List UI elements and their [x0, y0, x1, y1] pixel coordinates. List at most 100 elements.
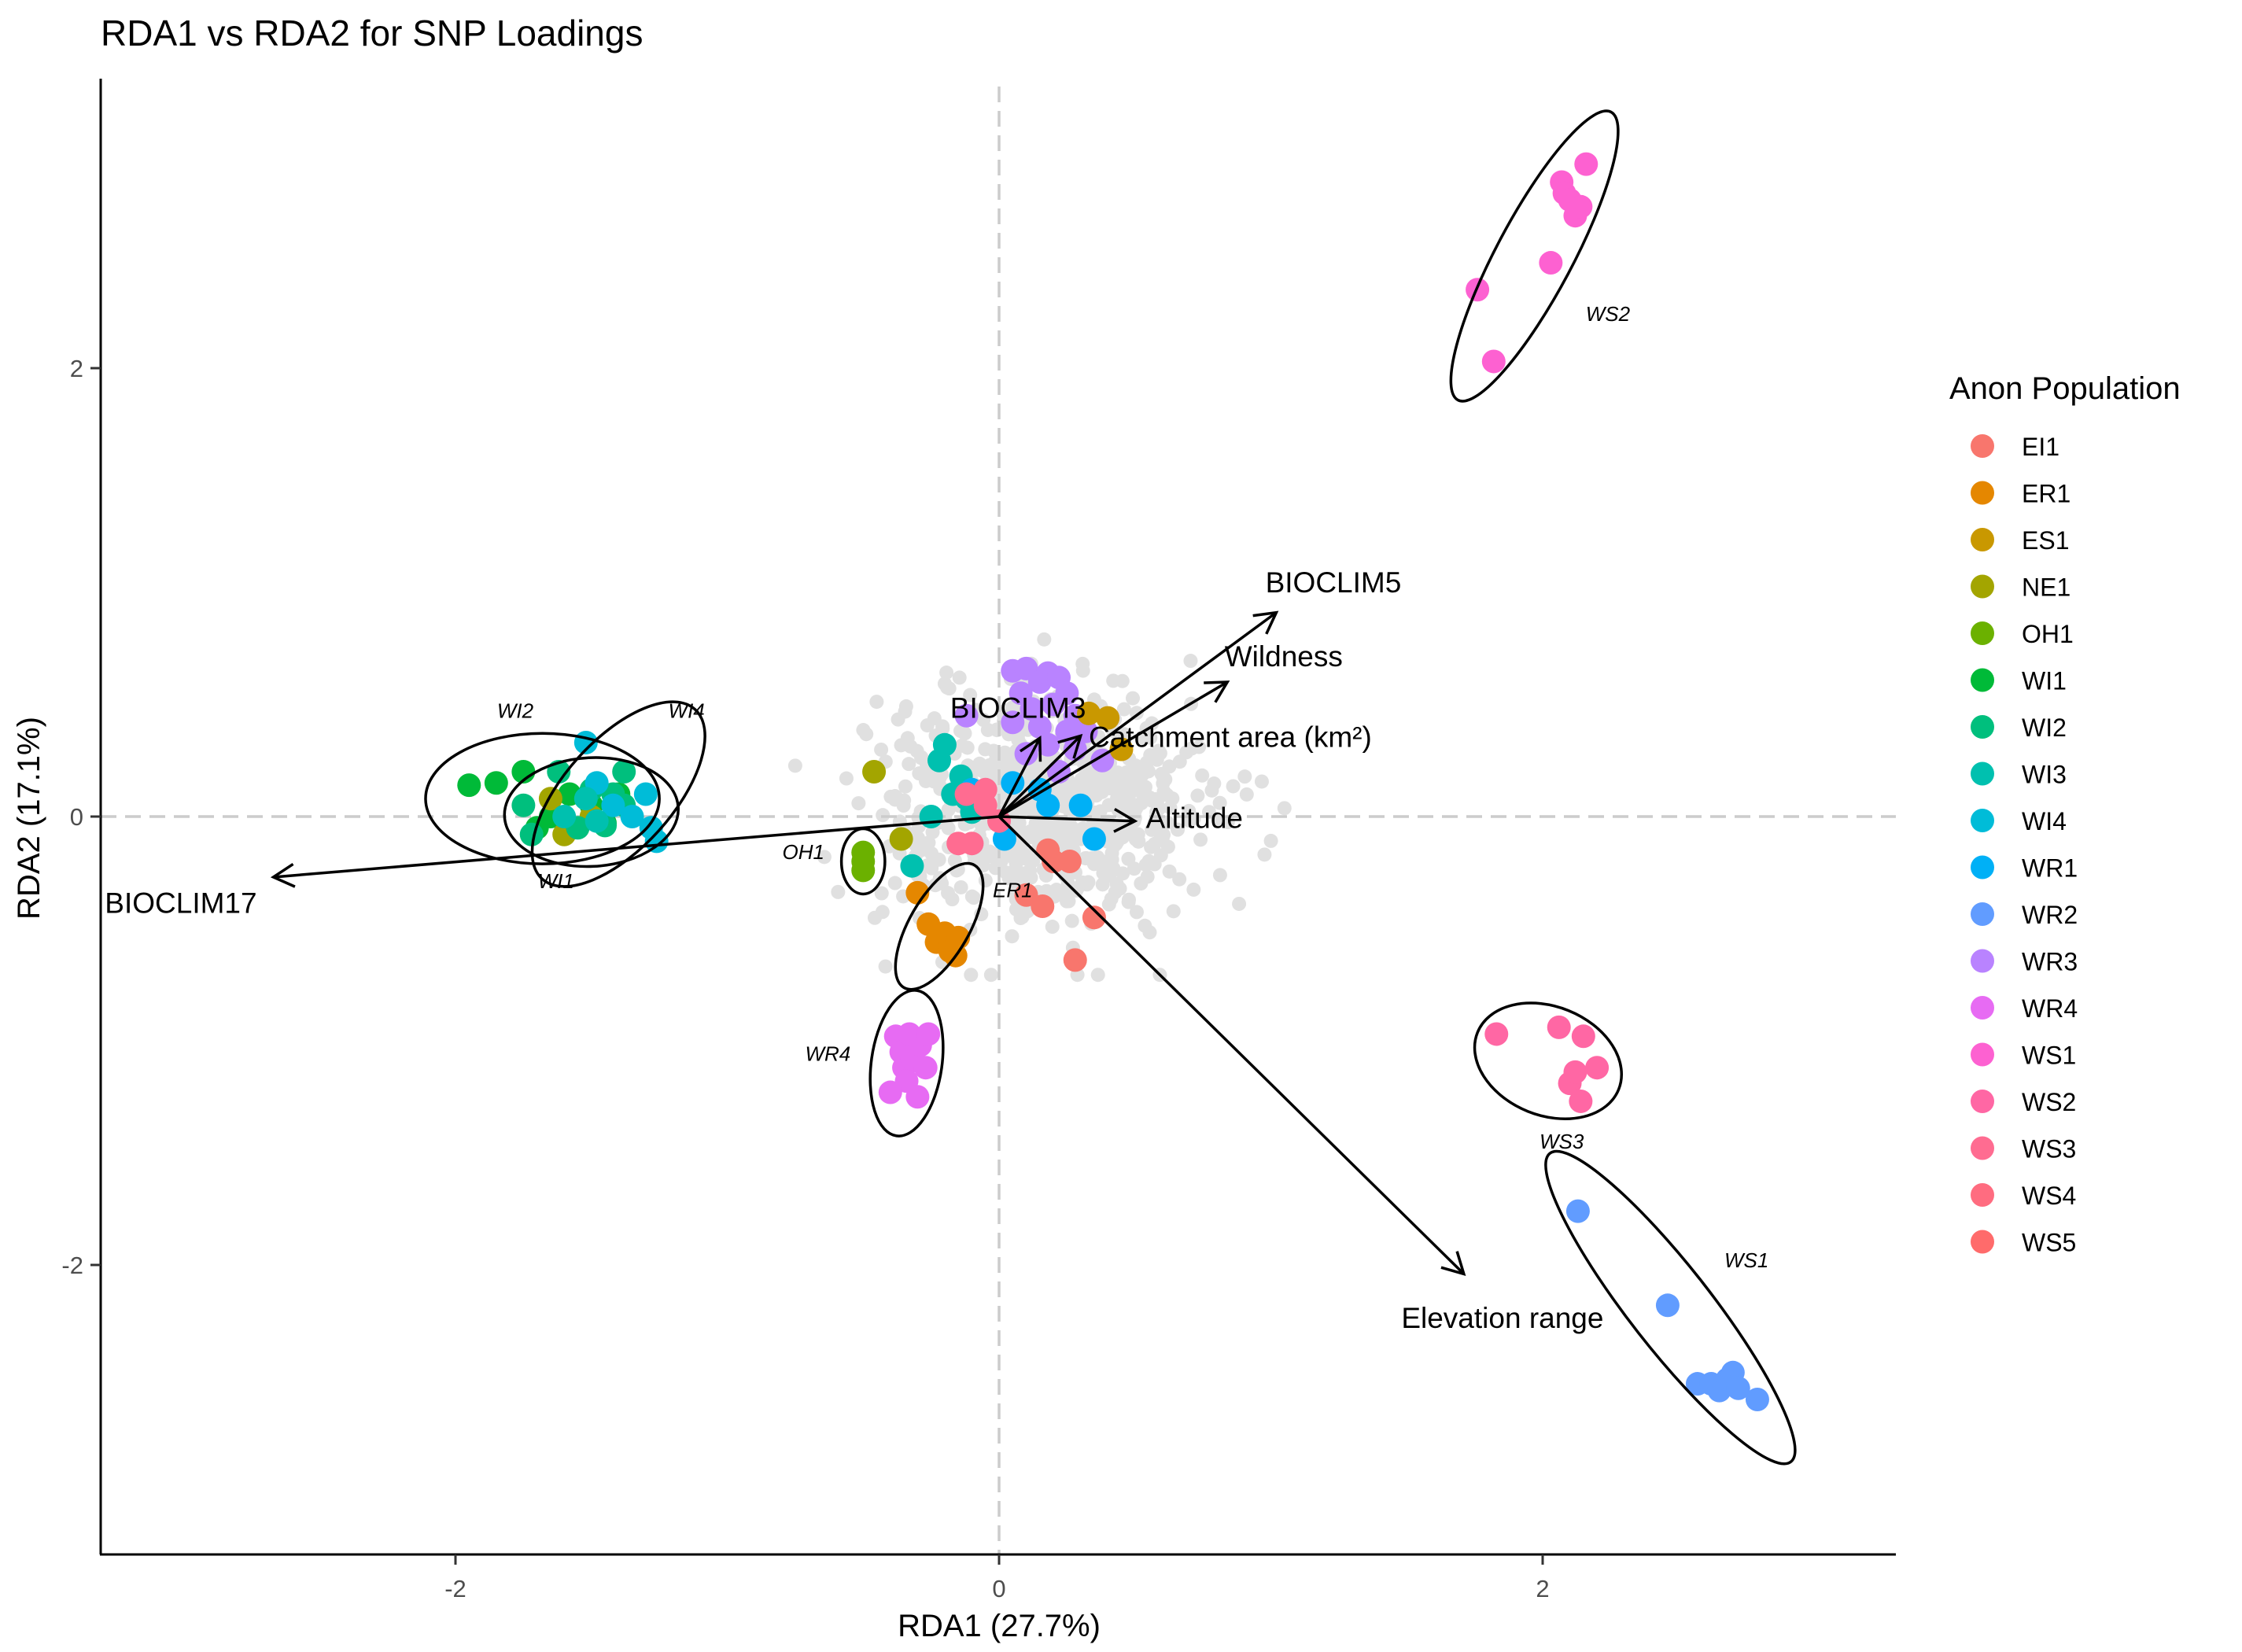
legend-label: NE1 [2022, 573, 2071, 602]
legend-item-ne1: NE1 [1971, 573, 2071, 602]
ellipse-label-wi4: WI4 [669, 699, 705, 723]
snp-point [939, 666, 954, 680]
snp-point [1121, 894, 1136, 909]
sample-point-ne1 [889, 827, 913, 851]
legend-item-er1: ER1 [1971, 480, 2071, 508]
x-axis-label: RDA1 (27.7%) [898, 1609, 1101, 1643]
legend-item-oh1: OH1 [1971, 620, 2074, 648]
sample-point-ws3 [987, 809, 1011, 833]
legend-label: WI1 [2022, 667, 2067, 695]
arrow-head-icon [270, 862, 296, 888]
snp-point [1115, 673, 1130, 688]
arrow-head-icon [1252, 610, 1279, 635]
legend-item-wr3: WR3 [1971, 948, 2078, 976]
x-tick-label: 0 [992, 1575, 1005, 1602]
vector-label-altitude: Altitude [1146, 802, 1243, 834]
ellipse-ws3 [1473, 1001, 1624, 1121]
sample-point-wi3 [552, 805, 577, 828]
snp-point [891, 712, 905, 727]
snp-point [1204, 783, 1219, 798]
legend-swatch [1971, 1183, 1994, 1207]
sample-point-ws2 [1571, 1024, 1595, 1049]
sample-point-es1 [1096, 706, 1120, 730]
legend-label: WS3 [2022, 1135, 2076, 1163]
sample-point-wr1 [1082, 827, 1106, 851]
snp-point [1095, 784, 1110, 798]
snp-point [902, 757, 916, 772]
snp-point [1165, 791, 1180, 806]
snp-point [894, 738, 909, 753]
snp-point [839, 771, 854, 786]
legend-item-ws4: WS4 [1971, 1182, 2076, 1210]
legend-swatch [1971, 528, 1994, 551]
sample-point-wr3 [1027, 715, 1052, 739]
ellipse-label-wi1: WI1 [538, 869, 574, 893]
sample-point-wr4 [878, 1080, 902, 1104]
sample-point-wi1 [484, 771, 508, 795]
legend-item-ws2: WS2 [1971, 1088, 2076, 1116]
snp-point [1110, 834, 1125, 849]
legend-swatch [1971, 996, 1994, 1020]
sample-point-wi4 [601, 793, 625, 817]
snp-point [1119, 765, 1134, 780]
snp-point [1263, 833, 1278, 848]
snp-point [912, 766, 927, 781]
sample-points [457, 152, 1769, 1411]
sample-point-ws2 [1547, 1015, 1571, 1039]
sample-point-ei1 [1082, 905, 1106, 930]
sample-point-wr3 [1042, 692, 1066, 717]
sample-point-ws1 [1574, 152, 1599, 176]
sample-point-wr3 [1001, 710, 1025, 735]
sample-point-ne1 [862, 760, 887, 784]
ellipse-label-oh1: OH1 [783, 840, 824, 864]
snp-point [1254, 774, 1269, 789]
vector-line-bioclim17 [273, 815, 1000, 879]
vector-line-catchment-area-km [997, 735, 1082, 818]
sample-point-wi2 [519, 822, 544, 846]
snp-point [1104, 891, 1119, 906]
legend-item-ws3: WS3 [1971, 1135, 2076, 1163]
legend-item-ei1: EI1 [1971, 433, 2059, 461]
arrow-head-icon [1440, 1251, 1466, 1276]
snp-point [1121, 851, 1136, 866]
snp-point [1125, 691, 1140, 706]
sample-point-ws3 [960, 832, 984, 856]
legend-label: EI1 [2022, 433, 2059, 461]
legend-item-wr2: WR2 [1971, 901, 2078, 929]
snp-point [1053, 829, 1068, 844]
legend-label: WS4 [2022, 1182, 2076, 1210]
legend-label: WI3 [2022, 761, 2067, 789]
snp-point [935, 876, 950, 891]
snp-point [869, 695, 884, 710]
snp-point [1090, 850, 1105, 865]
vector-altitude: Altitude [998, 802, 1243, 834]
sample-point-wr1 [1036, 793, 1060, 817]
snp-point [935, 721, 950, 736]
legend-swatch [1971, 715, 1994, 739]
legend-label: OH1 [2022, 620, 2074, 648]
snp-point [867, 910, 882, 925]
snp-point [1129, 905, 1144, 920]
snp-point [952, 670, 967, 685]
ellipse-label-ws1: WS1 [1724, 1248, 1768, 1272]
snp-point [966, 891, 981, 905]
snp-point [975, 763, 990, 778]
x-tick-label: -2 [444, 1575, 466, 1602]
sample-point-wi3 [919, 805, 943, 828]
vector-line-wildness [998, 680, 1229, 818]
ellipse-label-wr4: WR4 [805, 1042, 850, 1066]
snp-point [978, 742, 993, 757]
snp-point [1023, 863, 1038, 878]
arrow-head-icon [1113, 807, 1138, 833]
vector-label-elevation-range: Elevation range [1401, 1302, 1603, 1334]
snp-point [924, 846, 939, 861]
legend-swatch [1971, 481, 1994, 505]
sample-point-wi2 [511, 793, 536, 817]
snp-point [1045, 920, 1060, 935]
snp-point [898, 779, 913, 794]
sample-point-wr2 [1655, 1293, 1680, 1318]
snp-point [925, 824, 940, 839]
snp-point [1090, 968, 1105, 983]
snp-point [1127, 803, 1142, 818]
